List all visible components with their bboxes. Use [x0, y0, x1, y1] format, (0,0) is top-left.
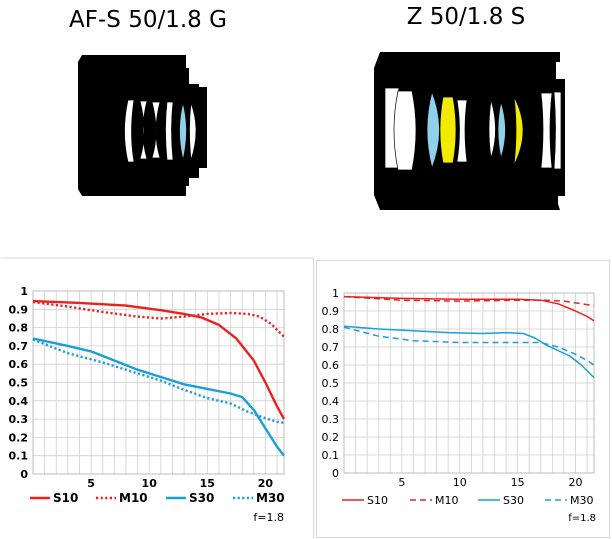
right-lens-element: [393, 90, 417, 171]
left-lens-diagram: [78, 55, 207, 196]
y-tick-label: 0.8: [9, 322, 29, 335]
left-lens-element: [139, 100, 148, 160]
y-tick-label: 0.6: [9, 358, 29, 371]
series-line-s30: [343, 325, 595, 379]
plot-frame: [32, 290, 285, 475]
series-line-s10: [343, 295, 595, 322]
x-tick-label: 10: [142, 477, 158, 490]
x-tick-label: 10: [453, 476, 467, 489]
y-tick-label: 0.5: [322, 377, 340, 390]
series-line-m10: [32, 300, 285, 338]
y-tick-label: 0: [332, 467, 339, 480]
series-line-m30: [343, 326, 595, 366]
x-tick-label: 20: [568, 476, 582, 489]
y-tick-label: 0.2: [322, 431, 340, 444]
y-tick-label: 0.4: [322, 395, 340, 408]
series-line-m10: [343, 295, 595, 307]
left-panel-frame: [0, 257, 314, 538]
y-tick-label: 0.3: [322, 413, 340, 426]
right-lens-element-blue: [426, 90, 440, 170]
x-tick-label: 15: [200, 477, 215, 490]
series-line-s10: [32, 299, 286, 420]
left-lens-element-blue: [179, 101, 187, 161]
legend-label-m30: M30: [570, 494, 594, 507]
x-tick-label: 15: [511, 476, 525, 489]
x-tick-label: 5: [398, 476, 405, 489]
right-lens-element-blue: [497, 100, 506, 160]
y-tick-label: 0.8: [322, 323, 340, 336]
series-line-s30: [32, 337, 285, 457]
y-tick-label: 1: [332, 287, 339, 300]
left-lens-element: [124, 99, 135, 163]
left-lens-element: [151, 101, 161, 159]
right-panel-frame: [316, 260, 610, 538]
left-lens-title: AF-S 50/1.8 G: [69, 7, 227, 33]
y-tick-label: 0.1: [322, 449, 340, 462]
x-tick-label: 5: [87, 477, 95, 490]
legend-label-s30: S30: [189, 491, 214, 505]
y-tick-label: 0.7: [322, 341, 340, 354]
legend-label-m30: M30: [256, 491, 285, 505]
right-lens-diagram: [374, 52, 565, 210]
legend-label-s10: S10: [367, 494, 388, 507]
y-tick-label: 0.9: [9, 303, 29, 316]
y-tick-label: 0.9: [322, 305, 340, 318]
plot-frame: [343, 292, 595, 474]
legend-label-s10: S10: [53, 491, 78, 505]
y-tick-label: 0.6: [322, 359, 340, 372]
y-tick-label: 0.2: [9, 431, 29, 444]
y-tick-label: 0.3: [9, 413, 29, 426]
y-tick-label: 0.4: [9, 395, 29, 408]
y-tick-label: 0.7: [9, 340, 29, 353]
legend-label-s30: S30: [503, 494, 524, 507]
y-tick-label: 0.1: [9, 450, 29, 463]
y-tick-label: 0.5: [9, 377, 29, 390]
right-lens-element: [540, 92, 553, 169]
right-lens-element: [553, 91, 562, 170]
left-lens-element: [165, 101, 174, 161]
right-lens-title: Z 50/1.8 S: [407, 4, 526, 30]
right-lens-element: [456, 99, 468, 163]
left-lens-element: [189, 102, 197, 161]
right-lens-element-yellow: [439, 96, 457, 164]
y-tick-label: 0: [20, 468, 28, 481]
x-tick-label: 20: [258, 477, 274, 490]
right-lens-element-yellow: [513, 96, 524, 166]
aperture-label: f=1.8: [568, 513, 596, 524]
series-line-m30: [32, 338, 285, 424]
y-tick-label: 1: [20, 285, 28, 298]
legend-label-m10: M10: [435, 494, 459, 507]
right-lens-element: [488, 99, 496, 159]
legend-label-m10: M10: [119, 491, 148, 505]
aperture-label: f=1.8: [253, 511, 284, 524]
